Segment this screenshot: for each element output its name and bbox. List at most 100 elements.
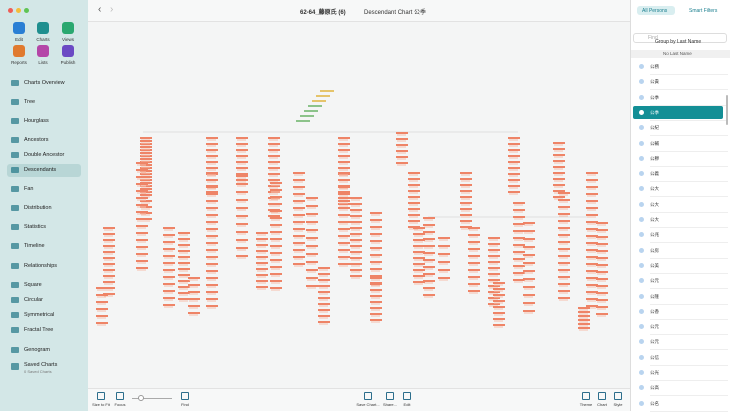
toolbar-icon[interactable]: [598, 392, 606, 400]
person-node-detail: [351, 235, 360, 237]
person-name[interactable]: 公貴: [650, 79, 659, 85]
toolbar-label: Focus: [114, 402, 126, 407]
person-name[interactable]: 公大: [650, 186, 659, 192]
person-node: [136, 169, 148, 171]
person-node-detail: [371, 279, 380, 281]
person-name[interactable]: 公輔: [650, 140, 659, 146]
sidebar-item[interactable]: Circular: [24, 297, 43, 303]
person-name[interactable]: 公元: [650, 324, 659, 330]
person-node-detail: [319, 269, 328, 271]
person-name[interactable]: 公高: [650, 385, 659, 391]
toolbar-icon[interactable]: [37, 45, 49, 57]
person-node-detail: [271, 198, 280, 200]
person-node: [140, 200, 152, 202]
person-node-detail: [409, 222, 418, 224]
person-name[interactable]: 公季: [650, 109, 659, 115]
forward-button[interactable]: ›: [110, 4, 114, 15]
person-node-detail: [414, 247, 423, 249]
person-node: [306, 237, 318, 239]
person-name[interactable]: 公美: [650, 262, 659, 268]
person-node-detail: [409, 210, 418, 212]
person-node: [493, 318, 505, 320]
person-node-detail: [514, 274, 523, 276]
sidebar-item[interactable]: Fractal Tree: [24, 327, 54, 333]
person-name[interactable]: 公季: [650, 94, 659, 100]
person-name[interactable]: 公大: [650, 201, 659, 207]
toolbar-icon[interactable]: [13, 22, 25, 34]
person-name[interactable]: 公名: [650, 400, 659, 406]
filter-tab[interactable]: All Persons: [642, 8, 668, 14]
person-name[interactable]: 公元: [650, 339, 659, 345]
close-button[interactable]: [8, 8, 13, 13]
sidebar-item[interactable]: Statistics: [24, 224, 47, 230]
sidebar-item[interactable]: Timeline: [24, 243, 45, 249]
filter-tab[interactable]: Smart Filters: [689, 8, 718, 14]
sidebar-item[interactable]: Relationships: [24, 263, 58, 269]
person-name[interactable]: 公隆: [650, 293, 659, 299]
person-node-detail: [371, 228, 380, 230]
person-node: [256, 256, 268, 258]
sidebar-item[interactable]: Double Ancestor: [24, 152, 65, 158]
person-node-detail: [237, 225, 246, 227]
person-name[interactable]: 公義: [650, 171, 659, 177]
toolbar-icon[interactable]: [364, 392, 372, 400]
person-name[interactable]: 公穆: [650, 155, 659, 161]
person-name[interactable]: 公元: [650, 278, 659, 284]
person-name[interactable]: 公兆: [650, 232, 659, 238]
sidebar-item[interactable]: Descendants: [24, 167, 57, 173]
person-node-detail: [339, 145, 348, 147]
sidebar-item[interactable]: Genogram: [24, 347, 50, 353]
person-name[interactable]: 公房: [650, 247, 659, 253]
person-node-detail: [237, 181, 246, 183]
person-name[interactable]: 公信: [650, 354, 659, 360]
sidebar-item[interactable]: Hourglass: [24, 118, 49, 124]
toolbar-icon[interactable]: [37, 22, 49, 34]
person-node-detail: [469, 250, 478, 252]
person-node-detail: [587, 216, 596, 218]
sidebar-item[interactable]: Fan: [24, 186, 34, 192]
toolbar-icon[interactable]: [62, 45, 74, 57]
person-node: [438, 261, 450, 263]
sidebar-icon: [11, 152, 19, 158]
zoom-slider[interactable]: [132, 398, 172, 399]
person-node: [468, 241, 480, 243]
person-node-detail: [597, 294, 606, 296]
person-node: [468, 276, 480, 278]
minimize-button[interactable]: [16, 8, 21, 13]
person-node: [460, 208, 472, 210]
group-by[interactable]: Group by Last Name: [655, 39, 702, 45]
person-node-detail: [164, 306, 173, 308]
back-button[interactable]: ‹: [98, 4, 102, 15]
saved-charts[interactable]: Saved Charts: [24, 362, 58, 368]
toolbar-icon[interactable]: [62, 22, 74, 34]
person-name[interactable]: 公大: [650, 217, 659, 222]
toolbar-icon[interactable]: [386, 392, 394, 400]
person-name[interactable]: 公香: [650, 308, 659, 314]
toolbar-icon[interactable]: [13, 45, 25, 57]
toolbar-icon[interactable]: [116, 392, 124, 400]
person-node: [136, 253, 148, 255]
toolbar-icon[interactable]: [582, 392, 590, 400]
toolbar-icon[interactable]: [97, 392, 105, 400]
toolbar-icon[interactable]: [403, 392, 411, 400]
search-field[interactable]: Find: [633, 33, 727, 43]
person-name[interactable]: 公紀: [650, 125, 659, 131]
person-node-detail: [257, 234, 266, 236]
sidebar-item[interactable]: Ancestors: [24, 137, 49, 143]
toolbar-icon[interactable]: [181, 392, 189, 400]
person-name[interactable]: 公光: [650, 370, 659, 375]
person-node: [513, 244, 525, 246]
sidebar-item[interactable]: Square: [24, 282, 42, 288]
person-name[interactable]: 公務: [650, 64, 659, 69]
person-node-detail: [587, 272, 596, 274]
zoom-knob[interactable]: [138, 395, 144, 401]
sidebar-item[interactable]: Distribution: [24, 205, 52, 211]
sidebar-item[interactable]: Charts Overview: [24, 80, 65, 86]
person-node: [163, 283, 175, 285]
toolbar-icon[interactable]: [614, 392, 622, 400]
sidebar-item[interactable]: Tree: [24, 99, 36, 105]
person-node: [350, 245, 362, 247]
person-node-detail: [579, 321, 588, 323]
sidebar-item[interactable]: Symmetrical: [24, 312, 55, 318]
zoom-button[interactable]: [24, 8, 29, 13]
